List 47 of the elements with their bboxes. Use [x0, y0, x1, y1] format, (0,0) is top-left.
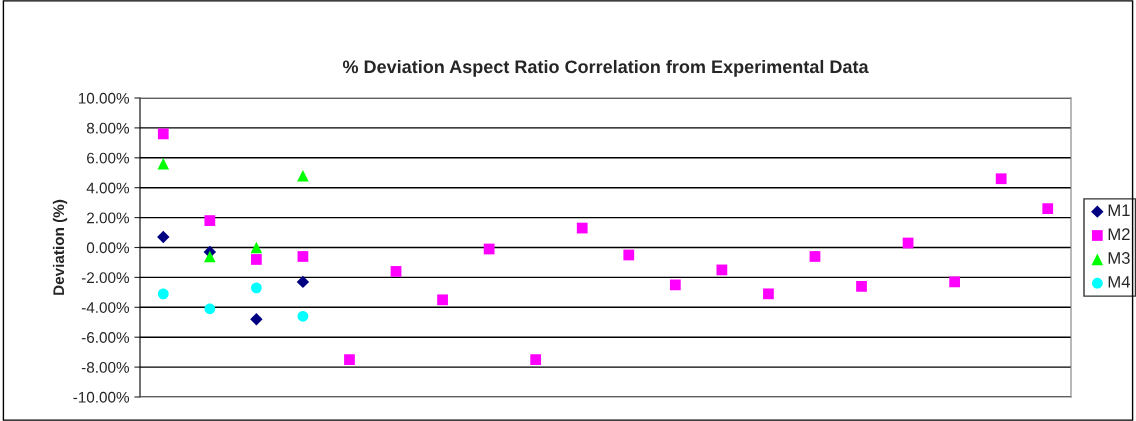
y-tick-label: -2.00%: [81, 272, 130, 284]
point: [250, 313, 263, 326]
y-axis-title: Deviation (%): [52, 199, 68, 295]
point: [623, 249, 635, 261]
y-tick-label: -10.00%: [73, 391, 130, 403]
point: [251, 254, 262, 265]
y-tick-label: 2.00%: [87, 212, 130, 224]
point: [157, 230, 170, 244]
y-tick-label: 10.00%: [78, 92, 130, 104]
legend-label: M1: [1108, 204, 1130, 217]
point: [204, 303, 216, 315]
point: [344, 354, 355, 365]
point: [297, 251, 309, 262]
point: [296, 275, 310, 289]
point: [669, 279, 681, 291]
point: [763, 288, 774, 300]
point: [390, 266, 402, 277]
legend-label: M4: [1108, 276, 1130, 288]
point: [204, 215, 216, 226]
y-tick-label: 4.00%: [86, 182, 130, 194]
legend-label: M3: [1108, 252, 1130, 264]
point: [157, 288, 169, 300]
point: [204, 250, 216, 263]
y-tick-label: -4.00%: [81, 302, 130, 313]
legend-label: M2: [1108, 228, 1130, 240]
point: [576, 222, 588, 234]
point: [949, 276, 960, 288]
point: [530, 354, 542, 365]
point: [809, 251, 821, 262]
y-tick-label: -6.00%: [81, 332, 130, 343]
y-tick-label: 0.00%: [86, 242, 130, 254]
point: [297, 169, 309, 182]
point: [483, 243, 495, 255]
point: [250, 241, 263, 254]
y-tick-label: 6.00%: [87, 152, 130, 164]
point: [856, 280, 867, 292]
y-tick-label: 8.00%: [86, 122, 130, 134]
point: [157, 157, 170, 170]
y-tick-label: -8.00%: [81, 361, 130, 373]
point: [297, 310, 309, 322]
point: [716, 264, 728, 276]
point: [157, 128, 169, 140]
point: [995, 173, 1007, 185]
point: [1042, 203, 1054, 215]
point: [437, 294, 448, 306]
chart-title: % Deviation Aspect Ratio Correlation from Experimental Data: [342, 59, 869, 77]
point: [251, 282, 262, 294]
